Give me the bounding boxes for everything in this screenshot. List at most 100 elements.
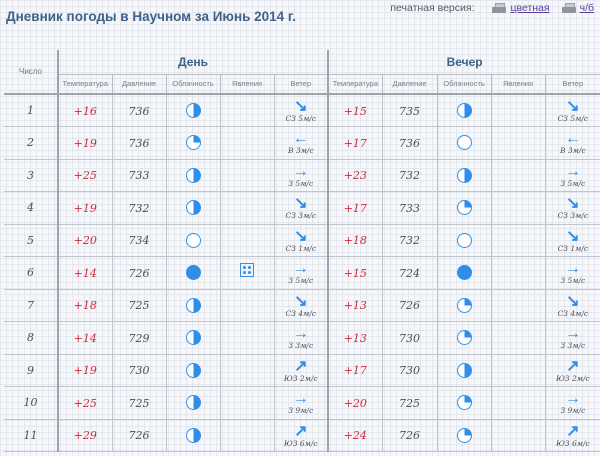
column-header-day-temperature: Температура bbox=[57, 74, 112, 95]
day-pressure-cell: 734 bbox=[111, 224, 166, 257]
day-pressure-cell: 729 bbox=[111, 321, 166, 355]
pressure-value: 729 bbox=[128, 331, 150, 345]
evening-phenomena-cell bbox=[490, 354, 546, 387]
evening-pressure-cell: 732 bbox=[381, 224, 438, 257]
evening-phenomena-cell bbox=[490, 191, 546, 225]
rain-icon bbox=[240, 263, 254, 278]
wind-value: З 5м/с bbox=[288, 178, 314, 188]
evening-temperature-cell: +23 bbox=[327, 159, 383, 192]
day-cloudiness-cell bbox=[165, 191, 220, 225]
day-number: 11 bbox=[4, 419, 58, 452]
day-temperature-cell: +18 bbox=[57, 289, 112, 322]
day-pressure-cell: 726 bbox=[111, 419, 166, 452]
temperature-value: +25 bbox=[73, 396, 97, 410]
wind-value: СЗ 5м/с bbox=[285, 113, 317, 123]
evening-wind-cell: → З 5м/с bbox=[544, 159, 600, 192]
table-row: 10 +25 725 → З 9м/с +20 725 → З 9м/с bbox=[4, 386, 600, 420]
table-row: 4 +19 732 ↘ СЗ 3м/с +17 733 ↘ СЗ 3м/с bbox=[4, 191, 600, 225]
evening-wind-cell: ↘ СЗ 1м/с bbox=[544, 224, 600, 257]
arrow-up-right-icon: ↗ bbox=[566, 357, 580, 375]
day-temperature-cell: +20 bbox=[57, 224, 112, 257]
group-header-evening: Вечер bbox=[327, 50, 600, 75]
evening-wind-cell: → З 9м/с bbox=[544, 386, 600, 420]
temperature-value: +15 bbox=[343, 266, 367, 280]
wind-value: З 9м/с bbox=[288, 406, 314, 415]
day-temperature-cell: +19 bbox=[57, 191, 112, 225]
evening-cloudiness-cell bbox=[436, 419, 492, 452]
arrow-down-right-icon: ↘ bbox=[566, 292, 580, 310]
day-phenomena-cell bbox=[219, 224, 274, 257]
temperature-value: +24 bbox=[343, 429, 367, 443]
day-phenomena-cell bbox=[219, 354, 274, 387]
print-color-link[interactable]: цветная bbox=[492, 2, 550, 14]
temperature-value: +14 bbox=[73, 266, 97, 280]
arrow-right-icon: → bbox=[292, 162, 309, 180]
pressure-value: 732 bbox=[399, 234, 421, 248]
wind-value: В 3м/с bbox=[287, 146, 314, 155]
pressure-value: 732 bbox=[128, 201, 150, 215]
evening-phenomena-cell bbox=[490, 94, 546, 127]
cloud-clear-icon bbox=[185, 232, 201, 248]
day-phenomena-cell bbox=[219, 419, 274, 452]
evening-phenomena-cell bbox=[490, 159, 546, 192]
column-header-evening-phenomena: Явления bbox=[490, 74, 546, 95]
evening-temperature-cell: +17 bbox=[327, 191, 383, 225]
day-cloudiness-cell bbox=[165, 354, 220, 387]
temperature-value: +19 bbox=[73, 364, 97, 378]
arrow-right-icon: → bbox=[292, 390, 309, 407]
evening-pressure-cell: 730 bbox=[381, 321, 438, 355]
evening-phenomena-cell bbox=[490, 419, 546, 452]
pressure-value: 734 bbox=[128, 234, 150, 248]
day-temperature-cell: +19 bbox=[57, 354, 112, 387]
day-cloudiness-cell bbox=[165, 256, 220, 290]
pressure-value: 726 bbox=[399, 429, 421, 443]
table-row: 7 +18 725 ↘ СЗ 4м/с +13 726 ↘ СЗ 4м/с bbox=[4, 289, 600, 322]
evening-cloudiness-cell bbox=[436, 354, 492, 387]
temperature-value: +29 bbox=[73, 429, 97, 443]
temperature-value: +17 bbox=[343, 201, 367, 215]
cloud-quarter-icon bbox=[456, 200, 472, 216]
day-temperature-cell: +25 bbox=[57, 159, 112, 192]
day-phenomena-cell bbox=[219, 94, 274, 127]
wind-value: З 5м/с bbox=[560, 276, 586, 285]
wind-value: СЗ 1м/с bbox=[285, 243, 317, 253]
day-cloudiness-cell bbox=[165, 321, 220, 355]
evening-temperature-cell: +17 bbox=[327, 354, 383, 387]
cloud-half-icon bbox=[456, 167, 472, 183]
day-wind-cell: → З 5м/с bbox=[273, 159, 329, 192]
temperature-value: +13 bbox=[343, 331, 367, 345]
day-temperature-cell: +16 bbox=[57, 94, 112, 127]
pressure-value: 726 bbox=[128, 429, 150, 443]
evening-wind-cell: → З 5м/с bbox=[544, 256, 600, 290]
evening-pressure-cell: 730 bbox=[381, 354, 438, 387]
wind-value: СЗ 3м/с bbox=[557, 211, 589, 220]
temperature-value: +16 bbox=[73, 104, 97, 118]
arrow-right-icon: → bbox=[292, 325, 309, 342]
evening-cloudiness-cell bbox=[436, 289, 492, 322]
column-header-evening-cloudiness: Облачность bbox=[436, 74, 492, 95]
day-phenomena-cell bbox=[219, 159, 274, 192]
evening-pressure-cell: 732 bbox=[381, 159, 438, 192]
evening-pressure-cell: 735 bbox=[381, 94, 438, 127]
day-wind-cell: ↘ СЗ 4м/с bbox=[273, 289, 329, 322]
wind-value: З 3м/с bbox=[288, 341, 314, 350]
page-title: Дневник погоды в Научном за Июнь 2014 г. bbox=[6, 9, 296, 24]
evening-phenomena-cell bbox=[490, 256, 546, 290]
evening-phenomena-cell bbox=[490, 224, 546, 257]
day-wind-cell: → З 3м/с bbox=[273, 321, 329, 355]
day-number: 2 bbox=[4, 126, 58, 160]
wind-value: СЗ 3м/с bbox=[285, 211, 317, 220]
evening-temperature-cell: +15 bbox=[327, 256, 383, 290]
temperature-value: +13 bbox=[343, 299, 367, 313]
evening-wind-cell: ↘ СЗ 5м/с bbox=[544, 94, 600, 127]
evening-temperature-cell: +18 bbox=[327, 224, 383, 257]
day-phenomena-cell bbox=[219, 191, 274, 225]
wind-value: З 5м/с bbox=[288, 276, 314, 285]
print-bw-link[interactable]: ч/б bbox=[561, 2, 594, 14]
evening-cloudiness-cell bbox=[436, 224, 492, 257]
table-row: 6 +14 726 → З 5м/с +15 724 → З 5м/с bbox=[4, 256, 600, 290]
pressure-value: 736 bbox=[128, 136, 150, 150]
pressure-value: 733 bbox=[399, 201, 421, 215]
table-row: 1 +16 736 ↘ СЗ 5м/с +15 735 ↘ СЗ 5м/с bbox=[4, 94, 600, 127]
day-wind-cell: ↗ ЮЗ 6м/с bbox=[273, 419, 329, 452]
